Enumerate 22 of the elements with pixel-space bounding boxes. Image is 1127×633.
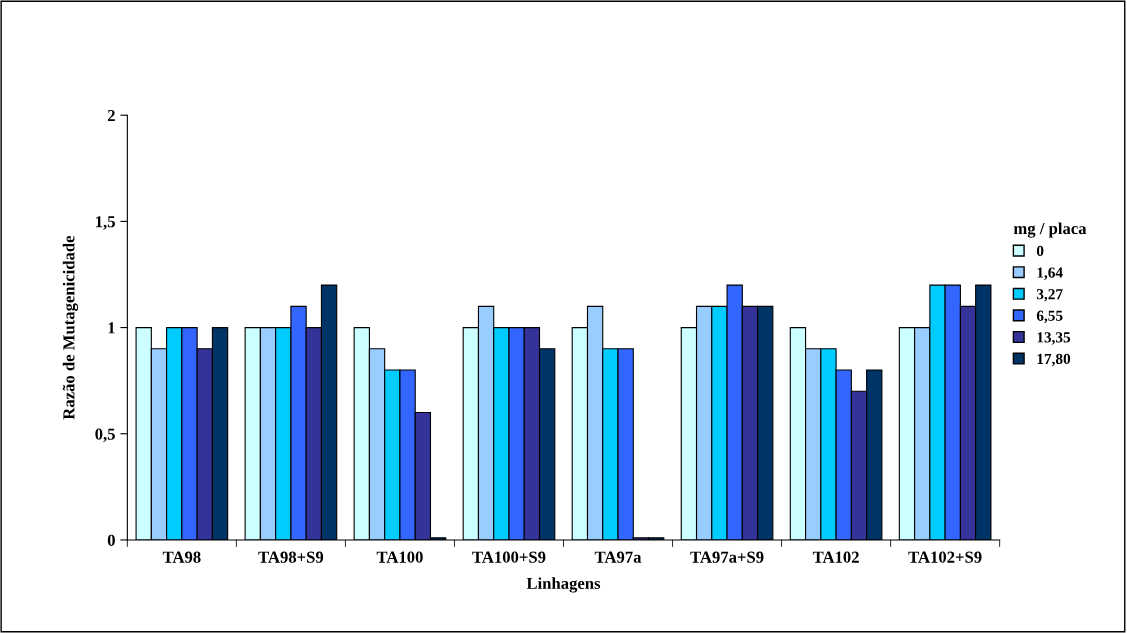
y-tick-label: 1,5 bbox=[96, 216, 115, 230]
x-tick-label: TA102+S9 bbox=[908, 551, 982, 563]
x-axis-title: Linhagens bbox=[526, 577, 601, 593]
x-tick-label: TA102 bbox=[812, 551, 859, 563]
x-tick-label: TA98 bbox=[162, 551, 201, 563]
x-tick-label: TA98+S9 bbox=[258, 551, 324, 563]
x-tick-label: TA97a bbox=[594, 551, 642, 563]
y-axis-title: Razão de Mutagenicidade bbox=[62, 235, 79, 420]
y-tick-label: 1 bbox=[108, 322, 115, 334]
x-tick-label: TA100+S9 bbox=[472, 551, 546, 563]
y-tick-label: 2 bbox=[107, 109, 115, 121]
x-tick-label: TA100 bbox=[376, 551, 423, 563]
legend-label: 3,27 bbox=[1036, 289, 1063, 302]
legend-label: 1,64 bbox=[1037, 267, 1063, 280]
legend-label: 6,55 bbox=[1036, 310, 1063, 324]
x-tick-label: TA97a+S9 bbox=[690, 551, 764, 563]
y-tick-label: 0 bbox=[107, 534, 115, 546]
legend-label: 0 bbox=[1036, 245, 1044, 257]
legend-label: 13,35 bbox=[1037, 332, 1071, 345]
legend-label: 17,80 bbox=[1037, 353, 1071, 367]
y-tick-label: 0,5 bbox=[95, 428, 115, 443]
legend-title: mg / placa bbox=[1013, 222, 1087, 238]
